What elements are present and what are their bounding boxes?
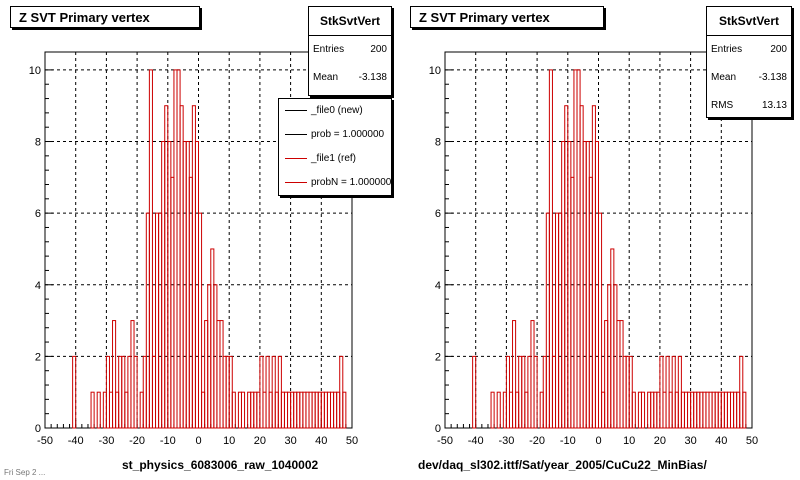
y-tick-label: 6	[35, 208, 41, 220]
histogram-bin	[198, 212, 203, 429]
x-tick-label: 20	[254, 435, 266, 447]
stats-name: StkSvtVert	[309, 7, 391, 36]
histogram-bin	[598, 212, 603, 429]
stats-rms-row: RMS 13.13	[707, 92, 791, 120]
stats-mean-value: -3.138	[758, 72, 787, 83]
histogram-bin	[490, 391, 495, 429]
histogram-bin	[90, 391, 95, 429]
x-tick-label: -20	[129, 435, 145, 447]
x-tick-label: -50	[437, 435, 453, 447]
stats-mean-label: Mean	[711, 72, 737, 83]
histogram-bin	[148, 69, 153, 429]
histogram-bin	[472, 355, 477, 429]
x-tick-label: 10	[623, 435, 635, 447]
legend-swatch	[285, 158, 307, 159]
stats-box: StkSvtVert Entries 200 Mean -3.138 RMS 1…	[706, 6, 792, 118]
legend-entry: prob = 1.000000	[279, 123, 391, 147]
histogram-panel-right: -50 -40 -30 -20 -10 0 10 20 30 40 50 0 2 4 6 8 10 Z SVT …	[400, 0, 800, 480]
histogram-panel-left: -50 -40 -30 -20 -10 0 10 20 30 40 50 0 2 4 6 8 10 Z SVT …	[10, 6, 392, 472]
y-tick-label: 10	[29, 65, 41, 77]
histogram-bin	[133, 355, 138, 429]
histogram-bin	[742, 391, 747, 429]
x-tick-label: -20	[529, 435, 545, 447]
stats-entries-value: 200	[770, 44, 787, 55]
x-tick-label: 0	[595, 435, 601, 447]
legend-entry: _file0 (new)	[279, 99, 391, 123]
histogram-bin	[533, 355, 538, 429]
chart-title: Z SVT Primary vertex	[10, 6, 200, 28]
x-tick-label: 40	[715, 435, 727, 447]
stats-entries-value: 200	[370, 44, 387, 55]
x-tick-label: 0	[195, 435, 201, 447]
y-tick-label: 4	[35, 280, 41, 292]
y-tick-label: 4	[435, 280, 441, 292]
x-tick-label: -30	[98, 435, 114, 447]
x-tick-label: -40	[468, 435, 484, 447]
histogram-bin	[496, 391, 501, 429]
stats-rms-value: 13.13	[761, 100, 787, 111]
stats-box: StkSvtVert Entries 200 Mean -3.138	[308, 6, 392, 96]
x-tick-label: -50	[37, 435, 53, 447]
x-tick-label: -10	[160, 435, 176, 447]
legend-label: _file1 (ref)	[311, 153, 357, 164]
y-tick-label: 0	[35, 423, 41, 435]
stats-mean-row: Mean -3.138	[707, 64, 791, 92]
x-tick-label: 30	[284, 435, 296, 447]
histogram-bin	[240, 391, 246, 429]
x-tick-label: 40	[315, 435, 327, 447]
histogram-bin	[231, 391, 236, 429]
histogram-bin	[72, 355, 77, 429]
y-tick-label: 0	[435, 423, 441, 435]
legend-entry: _file1 (ref)	[279, 147, 391, 171]
x-tick-label: -40	[68, 435, 84, 447]
x-tick-label: 10	[223, 435, 235, 447]
x-axis-label: st_physics_6083006_raw_1040002	[122, 458, 319, 472]
legend-swatch	[285, 182, 307, 183]
legend-label: prob = 1.000000	[311, 129, 385, 140]
x-tick-label: 20	[654, 435, 666, 447]
stats-name: StkSvtVert	[707, 7, 791, 36]
x-tick-label: 50	[346, 435, 358, 447]
x-tick-label: 30	[684, 435, 696, 447]
histogram-bin	[548, 69, 553, 429]
y-tick-label: 8	[35, 137, 41, 149]
x-tick-label: 50	[746, 435, 758, 447]
stats-rms-label: RMS	[711, 100, 734, 111]
x-tick-label: -10	[560, 435, 576, 447]
stats-entries-row: Entries 200	[309, 36, 391, 64]
stats-entries-row: Entries 200	[707, 36, 791, 64]
x-axis-label: dev/daq_sl302.ittf/Sat/year_2005/CuCu22_…	[418, 458, 707, 472]
y-tick-label: 2	[435, 351, 441, 363]
stats-entries-label: Entries	[313, 44, 345, 55]
histogram-bin	[640, 391, 646, 429]
y-tick-label: 8	[435, 137, 441, 149]
y-tick-label: 6	[435, 208, 441, 220]
legend-label: probN = 1.000000	[311, 177, 392, 188]
legend: _file0 (new) prob = 1.000000 _file1 (ref…	[278, 98, 392, 196]
stats-mean-row: Mean -3.138	[309, 64, 391, 92]
legend-label: _file0 (new)	[311, 105, 363, 116]
histogram-bin	[512, 320, 517, 429]
legend-entry: probN = 1.000000	[279, 171, 391, 195]
y-tick-label: 10	[429, 65, 441, 77]
stats-mean-label: Mean	[313, 72, 339, 83]
y-tick-label: 2	[35, 351, 41, 363]
histogram-bin	[96, 391, 101, 429]
legend-swatch	[285, 134, 307, 135]
histogram-bin	[342, 391, 347, 429]
histogram-plot-right: -50 -40 -30 -20 -10 0 10 20 30 40 50 0 2 4 6 8 10	[429, 51, 758, 447]
x-tick-label: -30	[498, 435, 514, 447]
footer-timestamp: Fri Sep 2 ...	[4, 468, 46, 477]
chart-title: Z SVT Primary vertex	[410, 6, 604, 28]
stats-mean-value: -3.138	[358, 72, 387, 83]
histogram-bin	[631, 391, 636, 429]
histogram-bin	[112, 320, 117, 429]
legend-swatch	[285, 110, 307, 111]
stats-entries-label: Entries	[711, 44, 743, 55]
